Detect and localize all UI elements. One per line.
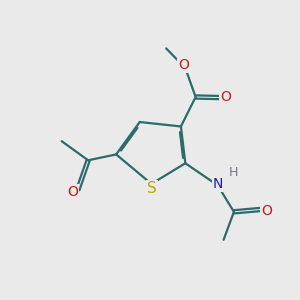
Text: O: O	[67, 185, 78, 199]
Text: O: O	[220, 90, 231, 104]
Text: H: H	[228, 167, 238, 179]
Text: N: N	[213, 177, 224, 191]
Text: S: S	[147, 181, 157, 196]
Text: O: O	[178, 58, 189, 72]
Text: O: O	[261, 204, 272, 218]
